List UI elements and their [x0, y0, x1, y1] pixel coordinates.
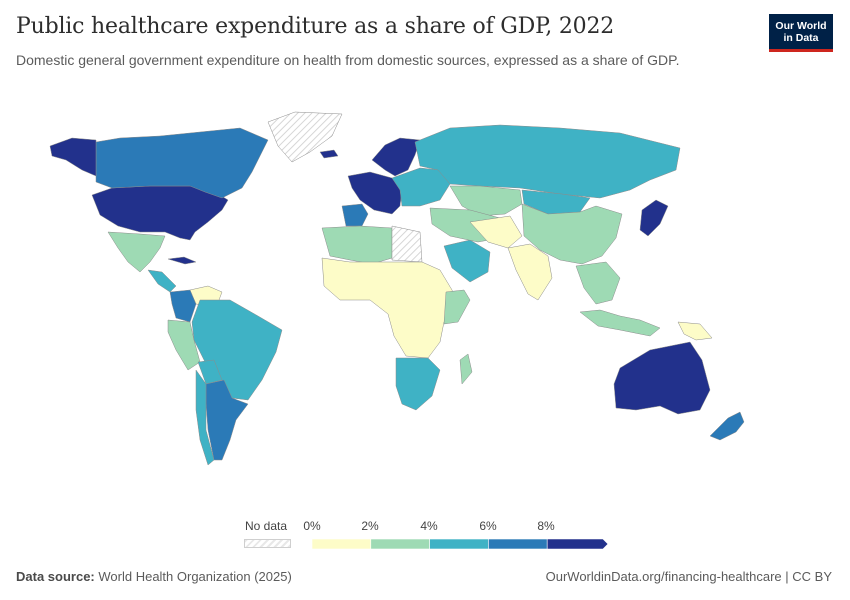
data-source-label: Data source: — [16, 569, 95, 584]
legend-color-scale[interactable] — [312, 538, 608, 550]
region-central-asia[interactable] — [469, 215, 523, 249]
region-greenland[interactable] — [267, 111, 343, 163]
region-southern-africa[interactable] — [395, 357, 441, 411]
legend-tick-8: 8% — [537, 519, 555, 533]
legend-bin-2[interactable] — [429, 538, 489, 550]
owid-logo[interactable]: Our World in Data — [769, 14, 833, 52]
region-china[interactable] — [521, 203, 623, 265]
legend-no-data-label: No data — [245, 519, 288, 533]
region-iceland[interactable] — [319, 149, 339, 159]
world-map[interactable] — [0, 95, 850, 475]
legend-tick-0: 0% — [303, 519, 321, 533]
region-japan[interactable] — [639, 199, 669, 237]
logo-line-2: in Data — [783, 32, 819, 44]
legend-tick-4: 4% — [420, 519, 438, 533]
region-peru[interactable] — [167, 319, 201, 371]
region-canada[interactable] — [95, 127, 269, 199]
legend-bin-0[interactable] — [312, 538, 372, 550]
region-central-america[interactable] — [147, 269, 177, 293]
region-kazakhstan[interactable] — [449, 185, 523, 217]
region-new-zealand[interactable] — [709, 411, 745, 441]
region-alaska[interactable] — [49, 137, 97, 177]
region-scandinavia[interactable] — [371, 137, 421, 177]
region-southeast-asia[interactable] — [575, 261, 621, 305]
legend-bin-1[interactable] — [370, 538, 430, 550]
credit-link[interactable]: OurWorldinData.org/financing-healthcare … — [545, 569, 832, 584]
logo-line-1: Our World — [775, 20, 827, 32]
data-source: Data source: World Health Organization (… — [16, 569, 292, 584]
region-russia[interactable] — [414, 124, 681, 199]
legend-tick-2: 2% — [361, 519, 379, 533]
region-colombia[interactable] — [169, 289, 197, 323]
region-western-europe[interactable] — [347, 171, 403, 215]
region-cuba[interactable] — [167, 256, 197, 265]
region-eastern-europe[interactable] — [391, 167, 451, 207]
region-united-states[interactable] — [91, 185, 229, 241]
region-mexico[interactable] — [107, 231, 166, 273]
data-source-link[interactable]: World Health Organization (2025) — [98, 569, 292, 584]
region-indonesia[interactable] — [579, 309, 661, 337]
legend-no-data-swatch[interactable] — [244, 539, 291, 548]
region-libya[interactable] — [391, 225, 423, 263]
region-east-africa[interactable] — [443, 289, 471, 325]
region-spain[interactable] — [341, 203, 369, 227]
region-chile[interactable] — [195, 369, 215, 466]
legend-bin-3[interactable] — [488, 538, 548, 550]
legend-tick-6: 6% — [479, 519, 497, 533]
region-sub-saharan-africa[interactable] — [321, 257, 459, 359]
region-india[interactable] — [507, 243, 553, 301]
region-papua-new-guinea[interactable] — [677, 321, 713, 341]
region-saudi-arabia[interactable] — [443, 239, 491, 283]
legend-bin-4[interactable] — [546, 538, 608, 550]
region-australia[interactable] — [613, 341, 711, 415]
region-brazil[interactable] — [191, 299, 283, 401]
chart-subtitle: Domestic general government expenditure … — [16, 52, 680, 68]
region-argentina[interactable] — [205, 379, 249, 461]
region-north-africa[interactable] — [321, 225, 393, 265]
region-madagascar[interactable] — [459, 353, 473, 385]
region-bolivia[interactable] — [197, 359, 223, 385]
chart-title: Public healthcare expenditure as a share… — [16, 14, 615, 39]
